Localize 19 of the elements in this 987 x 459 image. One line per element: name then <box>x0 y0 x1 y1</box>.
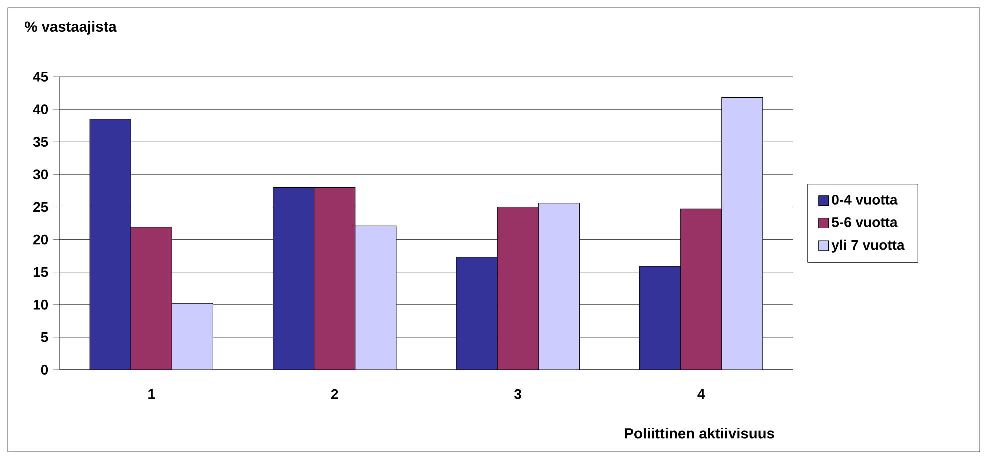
y-tick-label: 45 <box>33 72 48 82</box>
x-tick-label: 3 <box>514 389 522 400</box>
y-tick-label: 5 <box>41 332 48 342</box>
legend-label: yli 7 vuotta <box>832 240 905 253</box>
y-tick-label: 0 <box>41 365 48 375</box>
y-tick-label: 25 <box>34 202 48 212</box>
y-tick-label: 30 <box>33 170 48 180</box>
x-tick-label: 4 <box>698 389 706 399</box>
y-tick-label: 20 <box>34 234 48 245</box>
y-tick-label: 35 <box>33 137 48 148</box>
y-tick-label: 10 <box>34 300 48 310</box>
y-tick-label: 40 <box>33 104 48 115</box>
x-tick-label: 2 <box>331 389 338 400</box>
y-tick-label: 15 <box>34 267 48 278</box>
legend-label: 0-4 vuotta <box>832 194 898 205</box>
legend-label: 5-6 vuotta <box>832 217 898 228</box>
x-axis-title: Poliittinen aktiivisuus <box>625 428 774 439</box>
x-tick-label: 1 <box>148 389 156 399</box>
y-axis-title: % vastaajista <box>25 21 117 35</box>
